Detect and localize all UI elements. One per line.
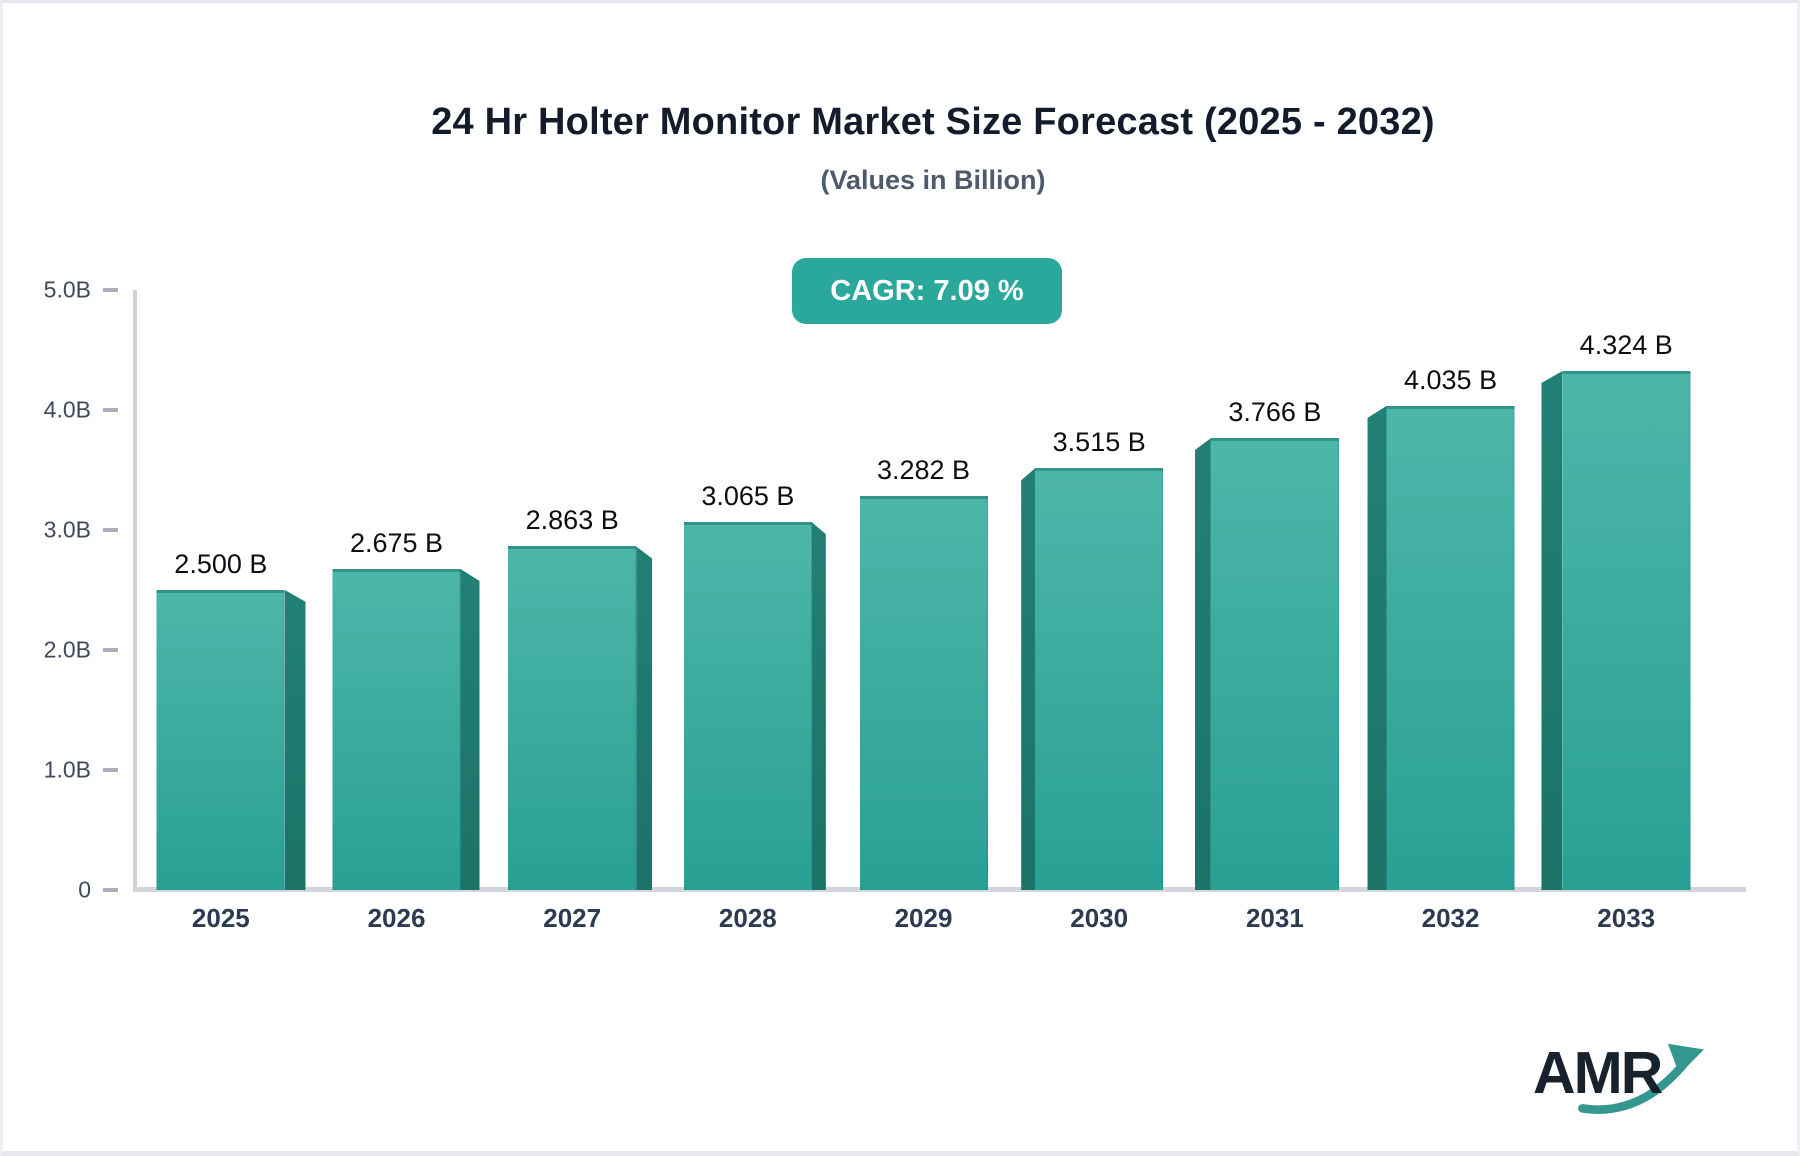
bar-slot: 4.035 B bbox=[1363, 290, 1539, 890]
cagr-badge-label: CAGR: 7.09 % bbox=[830, 274, 1024, 307]
bar-value-label: 3.766 B bbox=[1228, 397, 1322, 428]
y-tick-label: 4.0B bbox=[43, 396, 91, 423]
y-axis-line bbox=[133, 290, 137, 890]
bar-side-bevel bbox=[1367, 405, 1387, 890]
bar-value-label: 3.282 B bbox=[876, 455, 971, 486]
amr-logo: AMR bbox=[1533, 1037, 1723, 1119]
bar-side-bevel bbox=[636, 546, 653, 890]
bar-2032 bbox=[1367, 405, 1515, 890]
bar-value-label: 2.500 B bbox=[174, 549, 268, 579]
bar-side-bevel bbox=[460, 569, 480, 890]
x-axis-label: 2033 bbox=[1597, 903, 1656, 933]
bars-area: 2.500 B 2.675 B 2.863 B 3.065 B 3.282 B 3.515… bbox=[133, 290, 1746, 890]
bar-value-label: 2.675 B bbox=[349, 528, 444, 558]
x-axis-label: 2030 bbox=[1070, 903, 1129, 933]
y-tick-label: 3.0B bbox=[43, 516, 91, 543]
bar-2030 bbox=[1021, 468, 1164, 890]
bar-side-bevel bbox=[1541, 371, 1563, 890]
x-axis-label: 2028 bbox=[718, 903, 777, 933]
x-axis-label: 2032 bbox=[1421, 903, 1480, 933]
bar-2028 bbox=[683, 522, 826, 890]
bar-2033 bbox=[1541, 371, 1691, 890]
amr-logo-graphic: AMR bbox=[1533, 1041, 1704, 1114]
x-axis-label: 2025 bbox=[191, 903, 250, 933]
y-tick-label: 0 bbox=[78, 876, 91, 903]
bar-slot: 3.766 B bbox=[1187, 290, 1363, 890]
bar-2027 bbox=[508, 546, 653, 890]
bar-value-label: 4.035 B bbox=[1404, 364, 1498, 395]
y-tick-label: 1.0B bbox=[43, 756, 91, 783]
x-axis-labels: 2025 2026 2027 2028 2029 2030 2031 2032 2033 bbox=[133, 903, 1746, 934]
y-tick-label: 2.0B bbox=[43, 636, 91, 663]
bar-face bbox=[1386, 405, 1515, 890]
y-tick-dash bbox=[103, 768, 118, 772]
x-axis-label: 2027 bbox=[543, 903, 602, 933]
y-tick-dash bbox=[103, 528, 118, 532]
x-axis-label: 2031 bbox=[1245, 903, 1304, 933]
bar-side-bevel bbox=[1021, 468, 1036, 890]
chart-subtitle: (Values in Billion) bbox=[820, 165, 1046, 195]
bar-2029 bbox=[859, 496, 988, 890]
cagr-badge: CAGR: 7.09 % bbox=[792, 258, 1062, 324]
logo-arrow-head-icon bbox=[1667, 1043, 1704, 1075]
bar-2031 bbox=[1194, 438, 1339, 890]
bar-side-bevel bbox=[1194, 438, 1211, 890]
bar-face bbox=[1562, 371, 1691, 890]
bar-value-label: 3.515 B bbox=[1052, 427, 1146, 458]
y-tick-label: 5.0B bbox=[43, 276, 91, 303]
bar-side-bevel bbox=[284, 590, 306, 890]
bar-value-label: 3.065 B bbox=[701, 481, 795, 512]
bar-value-label: 2.863 B bbox=[525, 505, 619, 536]
bar-2025 bbox=[156, 590, 306, 890]
bar-face bbox=[1210, 438, 1339, 890]
logo-text: AMR bbox=[1533, 1041, 1663, 1106]
bar-slot: 3.282 B bbox=[836, 290, 1012, 890]
bar-face bbox=[1035, 468, 1164, 890]
y-tick-dash bbox=[103, 648, 118, 652]
bar-face bbox=[332, 569, 461, 890]
y-tick-dash bbox=[103, 408, 118, 412]
bar-face bbox=[156, 590, 285, 890]
bar-slot: 2.500 B bbox=[133, 290, 309, 890]
bar-face bbox=[683, 522, 812, 890]
bar-face bbox=[508, 546, 637, 890]
y-tick-dash bbox=[103, 288, 118, 292]
bar-slot: 2.675 B bbox=[309, 290, 485, 890]
x-axis-label: 2026 bbox=[367, 903, 426, 933]
bar-value-label: 4.324 B bbox=[1579, 330, 1673, 361]
bar-slot: 3.065 B bbox=[660, 290, 836, 890]
bar-side-bevel bbox=[811, 522, 826, 890]
chart-title: 24 Hr Holter Monitor Market Size Forecas… bbox=[431, 101, 1435, 143]
bar-face bbox=[859, 496, 988, 890]
bar-slot: 4.324 B bbox=[1538, 290, 1714, 890]
x-axis-label: 2029 bbox=[894, 903, 953, 933]
bar-2026 bbox=[332, 569, 480, 890]
bar-slot: 3.515 B bbox=[1011, 290, 1187, 890]
y-tick-dash bbox=[103, 888, 118, 892]
bar-slot: 2.863 B bbox=[484, 290, 660, 890]
